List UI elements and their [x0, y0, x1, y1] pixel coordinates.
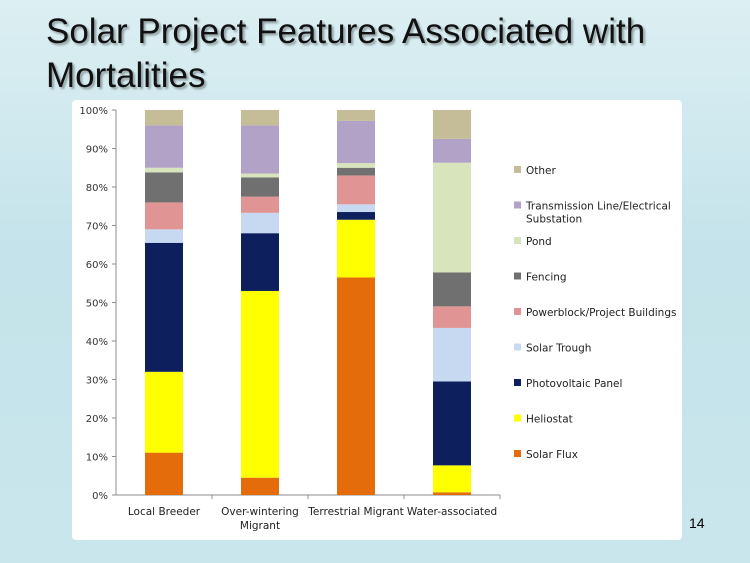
legend-label: Heliostat: [526, 414, 573, 426]
legend-swatch: [514, 414, 521, 422]
legend-swatch: [514, 237, 521, 244]
bar-segment: [433, 162, 471, 273]
y-tick-label: 30%: [86, 376, 108, 387]
bar-segment: [241, 290, 279, 478]
bar-segment: [241, 212, 279, 234]
bar-segment: [337, 167, 375, 176]
bar-segment: [145, 110, 183, 126]
legend-swatch: [514, 166, 521, 173]
bar-segment: [337, 175, 375, 205]
bar-segment: [241, 110, 279, 126]
bar-segment: [145, 125, 183, 168]
legend-label: Pond: [526, 236, 552, 248]
bar-segment: [433, 492, 471, 495]
y-tick-label: 10%: [86, 453, 108, 464]
bar-segment: [145, 167, 183, 173]
bar-segment: [145, 229, 183, 243]
bar-segment: [145, 452, 183, 495]
legend-swatch: [514, 450, 521, 457]
bar-segment: [337, 277, 375, 495]
bar-segment: [433, 110, 471, 139]
legend-label: Photovoltaic Panel: [526, 378, 622, 390]
legend-label: Powerblock/Project Buildings: [526, 307, 676, 319]
legend-label: Substation: [526, 214, 582, 226]
y-tick-label: 70%: [86, 222, 108, 233]
legend-swatch: [514, 201, 521, 209]
bar-segment: [337, 212, 375, 220]
legend-label: Other: [526, 165, 556, 177]
bar-segment: [145, 242, 183, 372]
bar-segment: [241, 233, 279, 291]
y-tick-label: 20%: [86, 414, 108, 425]
bar-segment: [241, 125, 279, 174]
y-tick-label: 50%: [86, 299, 108, 310]
x-tick-label: Local Breeder: [128, 506, 201, 518]
bar-segment: [433, 465, 471, 493]
legend-label: Solar Trough: [526, 343, 591, 355]
legend-swatch: [514, 272, 521, 280]
bar-segment: [337, 163, 375, 168]
bar-segment: [337, 120, 375, 164]
y-tick-label: 80%: [86, 183, 108, 194]
legend-label: Solar Flux: [526, 449, 578, 461]
y-tick-label: 40%: [86, 337, 108, 348]
bar-segment: [241, 173, 279, 178]
legend-label: Fencing: [526, 272, 567, 284]
bar-segment: [433, 381, 471, 466]
x-tick-label: Water-associated: [407, 506, 497, 518]
x-tick-label: Terrestrial Migrant: [307, 506, 403, 518]
bar-segment: [433, 138, 471, 163]
bar-segment: [337, 219, 375, 278]
bar-segment: [433, 272, 471, 307]
legend-label: Transmission Line/Electrical: [525, 201, 671, 213]
slide-title: Solar Project Features Associated with M…: [46, 12, 646, 95]
bar-segment: [337, 204, 375, 213]
chart-area: 0% 10% 20% 30% 40% 50% 60% 70% 80% 90% 100% Local B…: [72, 100, 682, 540]
bar-segment: [433, 306, 471, 328]
stacked-bar-chart: 0% 10% 20% 30% 40% 50% 60% 70% 80% 90% 100% Local B…: [79, 106, 676, 532]
bar-segment: [241, 196, 279, 213]
legend-swatch: [514, 308, 521, 315]
bar-segment: [145, 172, 183, 203]
y-tick-label: 90%: [86, 145, 108, 156]
x-tick-label: Over-wintering: [221, 506, 299, 518]
page-number: 14: [689, 515, 705, 531]
bar-segment: [145, 371, 183, 453]
y-tick-label: 60%: [86, 260, 108, 271]
bar-segment: [241, 177, 279, 197]
y-tick-label: 100%: [79, 106, 108, 117]
legend-swatch: [514, 343, 521, 351]
bar-segment: [433, 327, 471, 382]
x-tick-label: Migrant: [240, 520, 280, 532]
legend-swatch: [514, 379, 521, 386]
bar-segment: [145, 202, 183, 230]
bar-segment: [337, 110, 375, 121]
bar-segment: [241, 477, 279, 495]
y-tick-label: 0%: [92, 491, 108, 502]
